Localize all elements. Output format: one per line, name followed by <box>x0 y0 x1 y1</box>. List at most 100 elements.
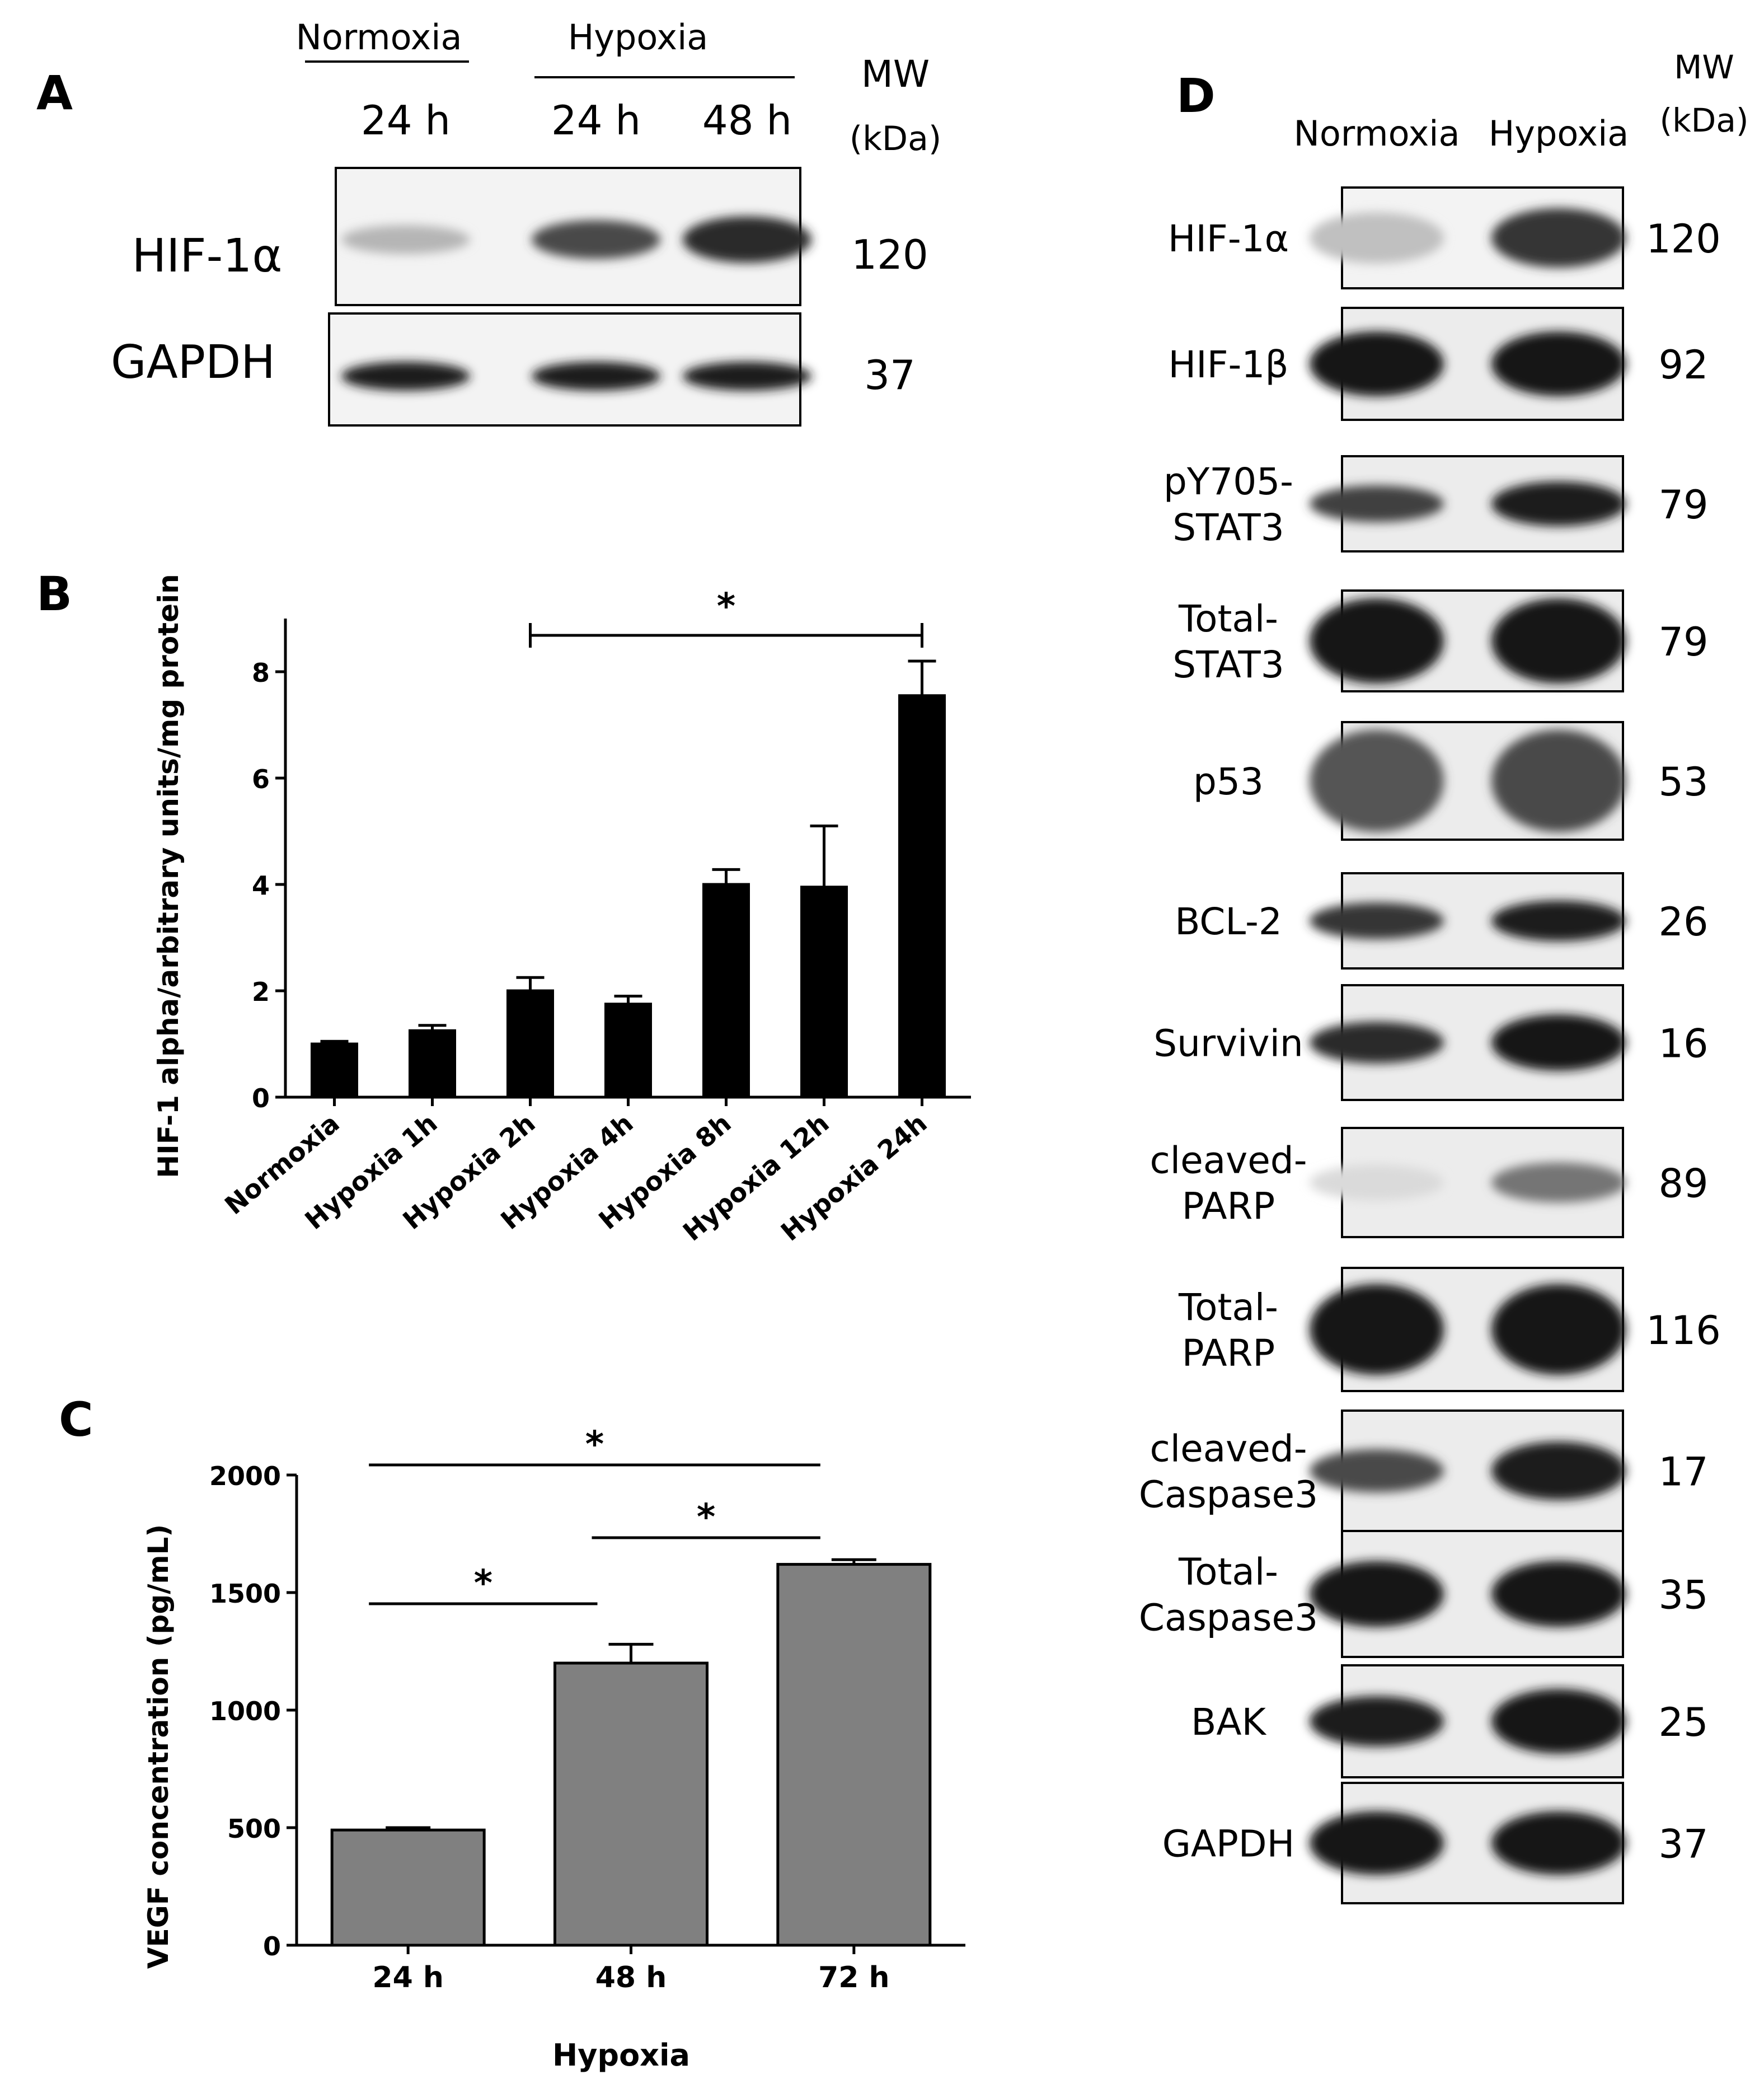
blot-d-mw-4: 53 <box>1658 759 1708 805</box>
panel-a-group-hypoxia: Hypoxia <box>568 17 709 58</box>
blot-d-band-10-1 <box>1491 1561 1626 1627</box>
chart-c-bar-2 <box>776 1563 932 1947</box>
chart-c-sig-star-2: * <box>474 1563 492 1604</box>
blot-d-band-0-0 <box>1310 212 1444 264</box>
blot-d-label-11-0: BAK <box>1191 1701 1266 1744</box>
chart-b-y-tick-label-1: 2 <box>252 977 270 1007</box>
blot-a-band-0-2 <box>683 216 811 263</box>
chart-b-y-tick-label-4: 8 <box>252 658 270 688</box>
blot-d-band-2-0 <box>1310 485 1444 522</box>
chart-b-bar-4 <box>702 883 750 1099</box>
panel-d: D Normoxia Hypoxia MW (kDa) HIF-1α 120 HIF… <box>1139 48 1749 1904</box>
panel-c-y-axis-label: VEGF concentration (pg/mL) <box>142 1524 175 1969</box>
blot-a-gapdh-mw: 37 <box>864 352 916 399</box>
panel-a-group-normoxia: Normoxia <box>295 17 462 58</box>
blot-a-gapdh-bands <box>341 362 811 391</box>
chart-c-x-label-2: 72 h <box>818 1961 890 1994</box>
chart-c-sig-star-1: * <box>697 1497 715 1538</box>
blot-d-label-9-0: cleaved- <box>1150 1427 1307 1471</box>
blot-d-label-7-1: PARP <box>1182 1185 1275 1228</box>
blot-d-band-11-0 <box>1310 1696 1444 1746</box>
panel-a-lane-3: 48 h <box>702 97 792 144</box>
panel-a-mw-unit: (kDa) <box>850 119 942 158</box>
chart-b-bar-6 <box>898 694 946 1099</box>
blot-d-band-0-1 <box>1491 208 1626 268</box>
chart-b-bar-5 <box>800 886 848 1099</box>
blot-d-mw-12: 37 <box>1658 1822 1708 1867</box>
blot-d-label-7-0: cleaved- <box>1150 1139 1307 1182</box>
blot-d-label-3-0: Total- <box>1178 597 1278 640</box>
blot-d-band-4-1 <box>1491 729 1626 832</box>
panel-a-lane-2: 24 h <box>551 97 641 144</box>
blot-d-band-7-0 <box>1310 1164 1444 1201</box>
blot-a-band-0-0 <box>341 225 470 254</box>
blot-d-label-9-1: Caspase3 <box>1139 1473 1318 1516</box>
blot-d-mw-3: 79 <box>1658 619 1708 665</box>
blot-d-mw-8: 116 <box>1646 1308 1721 1354</box>
blot-d-label-0-0: HIF-1α <box>1168 217 1289 260</box>
blot-d-label-4-0: p53 <box>1193 760 1264 803</box>
blot-d-mw-10: 35 <box>1658 1572 1708 1618</box>
blot-d-band-11-1 <box>1491 1689 1626 1754</box>
panel-d-mw-unit: (kDa) <box>1659 101 1748 139</box>
panel-a-letter: A <box>36 65 73 120</box>
blot-d-band-3-0 <box>1310 598 1444 684</box>
blot-d-mw-0: 120 <box>1646 216 1721 262</box>
blot-d-band-10-0 <box>1310 1561 1444 1627</box>
panel-c-letter: C <box>59 1392 93 1447</box>
blot-d-mw-5: 26 <box>1658 899 1708 945</box>
blot-d-band-8-0 <box>1310 1284 1444 1375</box>
blot-d-label-2-0: pY705- <box>1164 460 1293 503</box>
blot-a-band-0-1 <box>532 220 660 259</box>
blot-d-label-12-0: GAPDH <box>1162 1823 1295 1866</box>
panel-a-mw-title: MW <box>861 53 930 96</box>
chart-b-bar-3 <box>604 1003 652 1099</box>
blot-a-hif1a-bands <box>341 216 811 263</box>
chart-b-y-tick-label-3: 6 <box>252 764 270 794</box>
blot-d-label-3-1: STAT3 <box>1172 643 1284 686</box>
blot-d-band-12-0 <box>1310 1811 1444 1875</box>
blot-d-label-10-0: Total- <box>1178 1551 1278 1594</box>
chart-b-sig-star-0: * <box>717 586 735 628</box>
blot-d-mw-6: 16 <box>1658 1021 1708 1067</box>
blot-d-band-1-0 <box>1310 331 1444 396</box>
chart-b-bar-2 <box>506 989 554 1099</box>
chart-c-bar-0 <box>330 1828 486 1947</box>
chart-c: 0 500 1000 1500 2000 24 h 48 h 72 h * * * <box>209 1424 965 1994</box>
blot-a-hif1a-mw: 120 <box>851 231 928 278</box>
blot-d-label-8-1: PARP <box>1182 1332 1275 1375</box>
panel-c-x-axis-label: Hypoxia <box>552 2038 690 2073</box>
blot-d-label-1-0: HIF-1β <box>1169 343 1289 386</box>
panel-c: C VEGF concentration (pg/mL) Hypoxia 0 50… <box>59 1392 965 2073</box>
blot-d-band-8-1 <box>1491 1284 1626 1375</box>
blot-d-band-12-1 <box>1491 1811 1626 1875</box>
chart-b-bar-1 <box>409 1029 456 1099</box>
blot-d-label-2-1: STAT3 <box>1172 506 1284 549</box>
blot-d-mw-2: 79 <box>1658 482 1708 528</box>
chart-c-y-tick-label-4: 2000 <box>209 1461 281 1491</box>
blot-d-band-5-0 <box>1310 902 1444 939</box>
panel-b-letter: B <box>36 566 72 621</box>
panel-d-letter: D <box>1176 68 1216 123</box>
chart-c-y-tick-label-1: 500 <box>227 1814 281 1844</box>
chart-c-x-label-0: 24 h <box>372 1961 444 1994</box>
panel-d-lane-normoxia: Normoxia <box>1293 113 1460 154</box>
blot-a-hif1a-label: HIF-1α <box>132 230 283 283</box>
blot-d-band-3-1 <box>1491 598 1626 684</box>
panel-a-lane-1: 24 h <box>361 97 451 144</box>
blot-d-band-6-0 <box>1310 1022 1444 1064</box>
blot-d-mw-11: 25 <box>1658 1699 1708 1745</box>
chart-c-y-tick-label-2: 1000 <box>209 1696 281 1726</box>
blot-d-band-5-1 <box>1491 900 1626 942</box>
blot-d-band-9-0 <box>1310 1449 1444 1492</box>
blot-d-band-6-1 <box>1491 1014 1626 1071</box>
blot-d-mw-9: 17 <box>1658 1449 1708 1495</box>
blot-d-band-4-0 <box>1310 729 1444 832</box>
blot-a-band-1-2 <box>683 362 811 391</box>
chart-b-bar-0 <box>311 1042 358 1099</box>
chart-c-bar-1 <box>553 1661 709 1947</box>
chart-c-y-tick-label-0: 0 <box>263 1931 281 1961</box>
blot-d-band-7-1 <box>1491 1162 1626 1203</box>
